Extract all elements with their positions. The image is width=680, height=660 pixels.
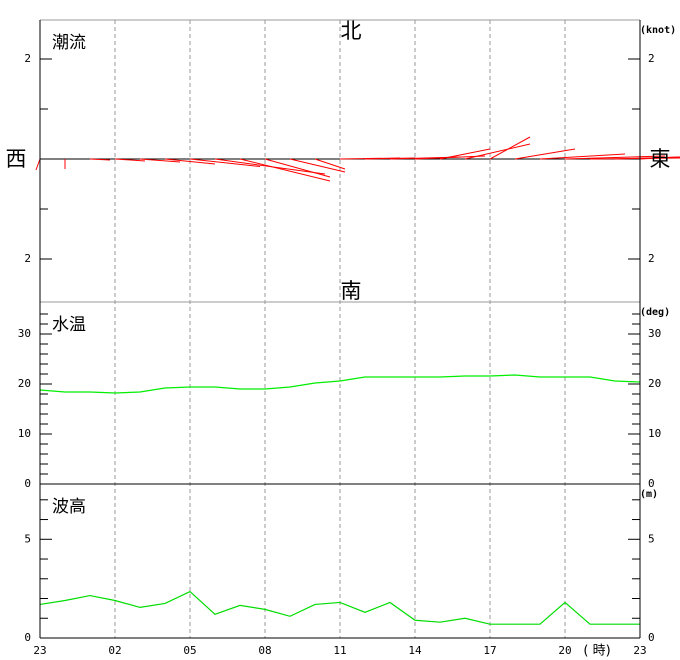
y-tick-label: 5 — [24, 532, 31, 545]
panel-title: 水温 — [52, 315, 86, 335]
y-tick-label: 30 — [18, 327, 31, 340]
x-tick-label: 11 — [333, 644, 346, 657]
unit-label: (knot) — [640, 25, 676, 36]
x-tick-label: 05 — [183, 644, 196, 657]
north-label: 北 — [341, 19, 362, 43]
current-vector — [639, 156, 680, 160]
current-vector — [239, 158, 331, 182]
current-vector — [139, 158, 181, 163]
y-tick-label: 30 — [648, 327, 661, 340]
panel-title: 波高 — [52, 497, 86, 517]
west-label: 西 — [6, 147, 27, 171]
current-vector — [189, 158, 261, 167]
y-tick-label: 10 — [648, 427, 661, 440]
current-vector — [289, 158, 346, 173]
east-label: 東 — [650, 147, 671, 171]
current-vector — [464, 143, 531, 160]
x-tick-label: 14 — [408, 644, 422, 657]
y-tick-label: 2 — [24, 52, 31, 65]
current-vector — [564, 155, 666, 160]
y-tick-label: 0 — [648, 631, 655, 644]
x-tick-label: 20 — [558, 644, 571, 657]
x-tick-label: 23 — [33, 644, 46, 657]
y-tick-label: 20 — [18, 377, 31, 390]
current-vector — [439, 148, 491, 160]
unit-label: (deg) — [640, 307, 670, 318]
y-tick-label: 20 — [648, 377, 661, 390]
y-tick-label: 5 — [648, 532, 655, 545]
y-tick-label: 10 — [18, 427, 31, 440]
y-tick-label: 2 — [648, 252, 655, 265]
y-tick-label: 0 — [24, 631, 31, 644]
current-vector — [314, 158, 346, 170]
current-vector — [164, 158, 216, 165]
x-axis-label: ( 時) — [583, 644, 610, 659]
current-vector — [264, 158, 331, 178]
current-vector — [114, 158, 146, 162]
y-tick-label: 2 — [648, 52, 655, 65]
x-tick-label: 17 — [483, 644, 496, 657]
data-line — [39, 590, 640, 625]
current-vector — [514, 148, 576, 160]
current-vector — [35, 158, 41, 171]
y-tick-label: 0 — [648, 477, 655, 490]
south-label: 南 — [341, 279, 362, 303]
x-tick-label: 02 — [108, 644, 121, 657]
y-tick-label: 2 — [24, 252, 31, 265]
x-tick-label: 23 — [633, 644, 646, 657]
data-line — [39, 374, 641, 394]
unit-label: (m) — [640, 489, 658, 500]
current-vector — [539, 153, 626, 160]
panel-title: 潮流 — [52, 33, 86, 53]
current-vector — [89, 158, 111, 161]
y-tick-label: 0 — [24, 477, 31, 490]
x-tick-label: 08 — [258, 644, 271, 657]
current-vector — [489, 136, 531, 160]
